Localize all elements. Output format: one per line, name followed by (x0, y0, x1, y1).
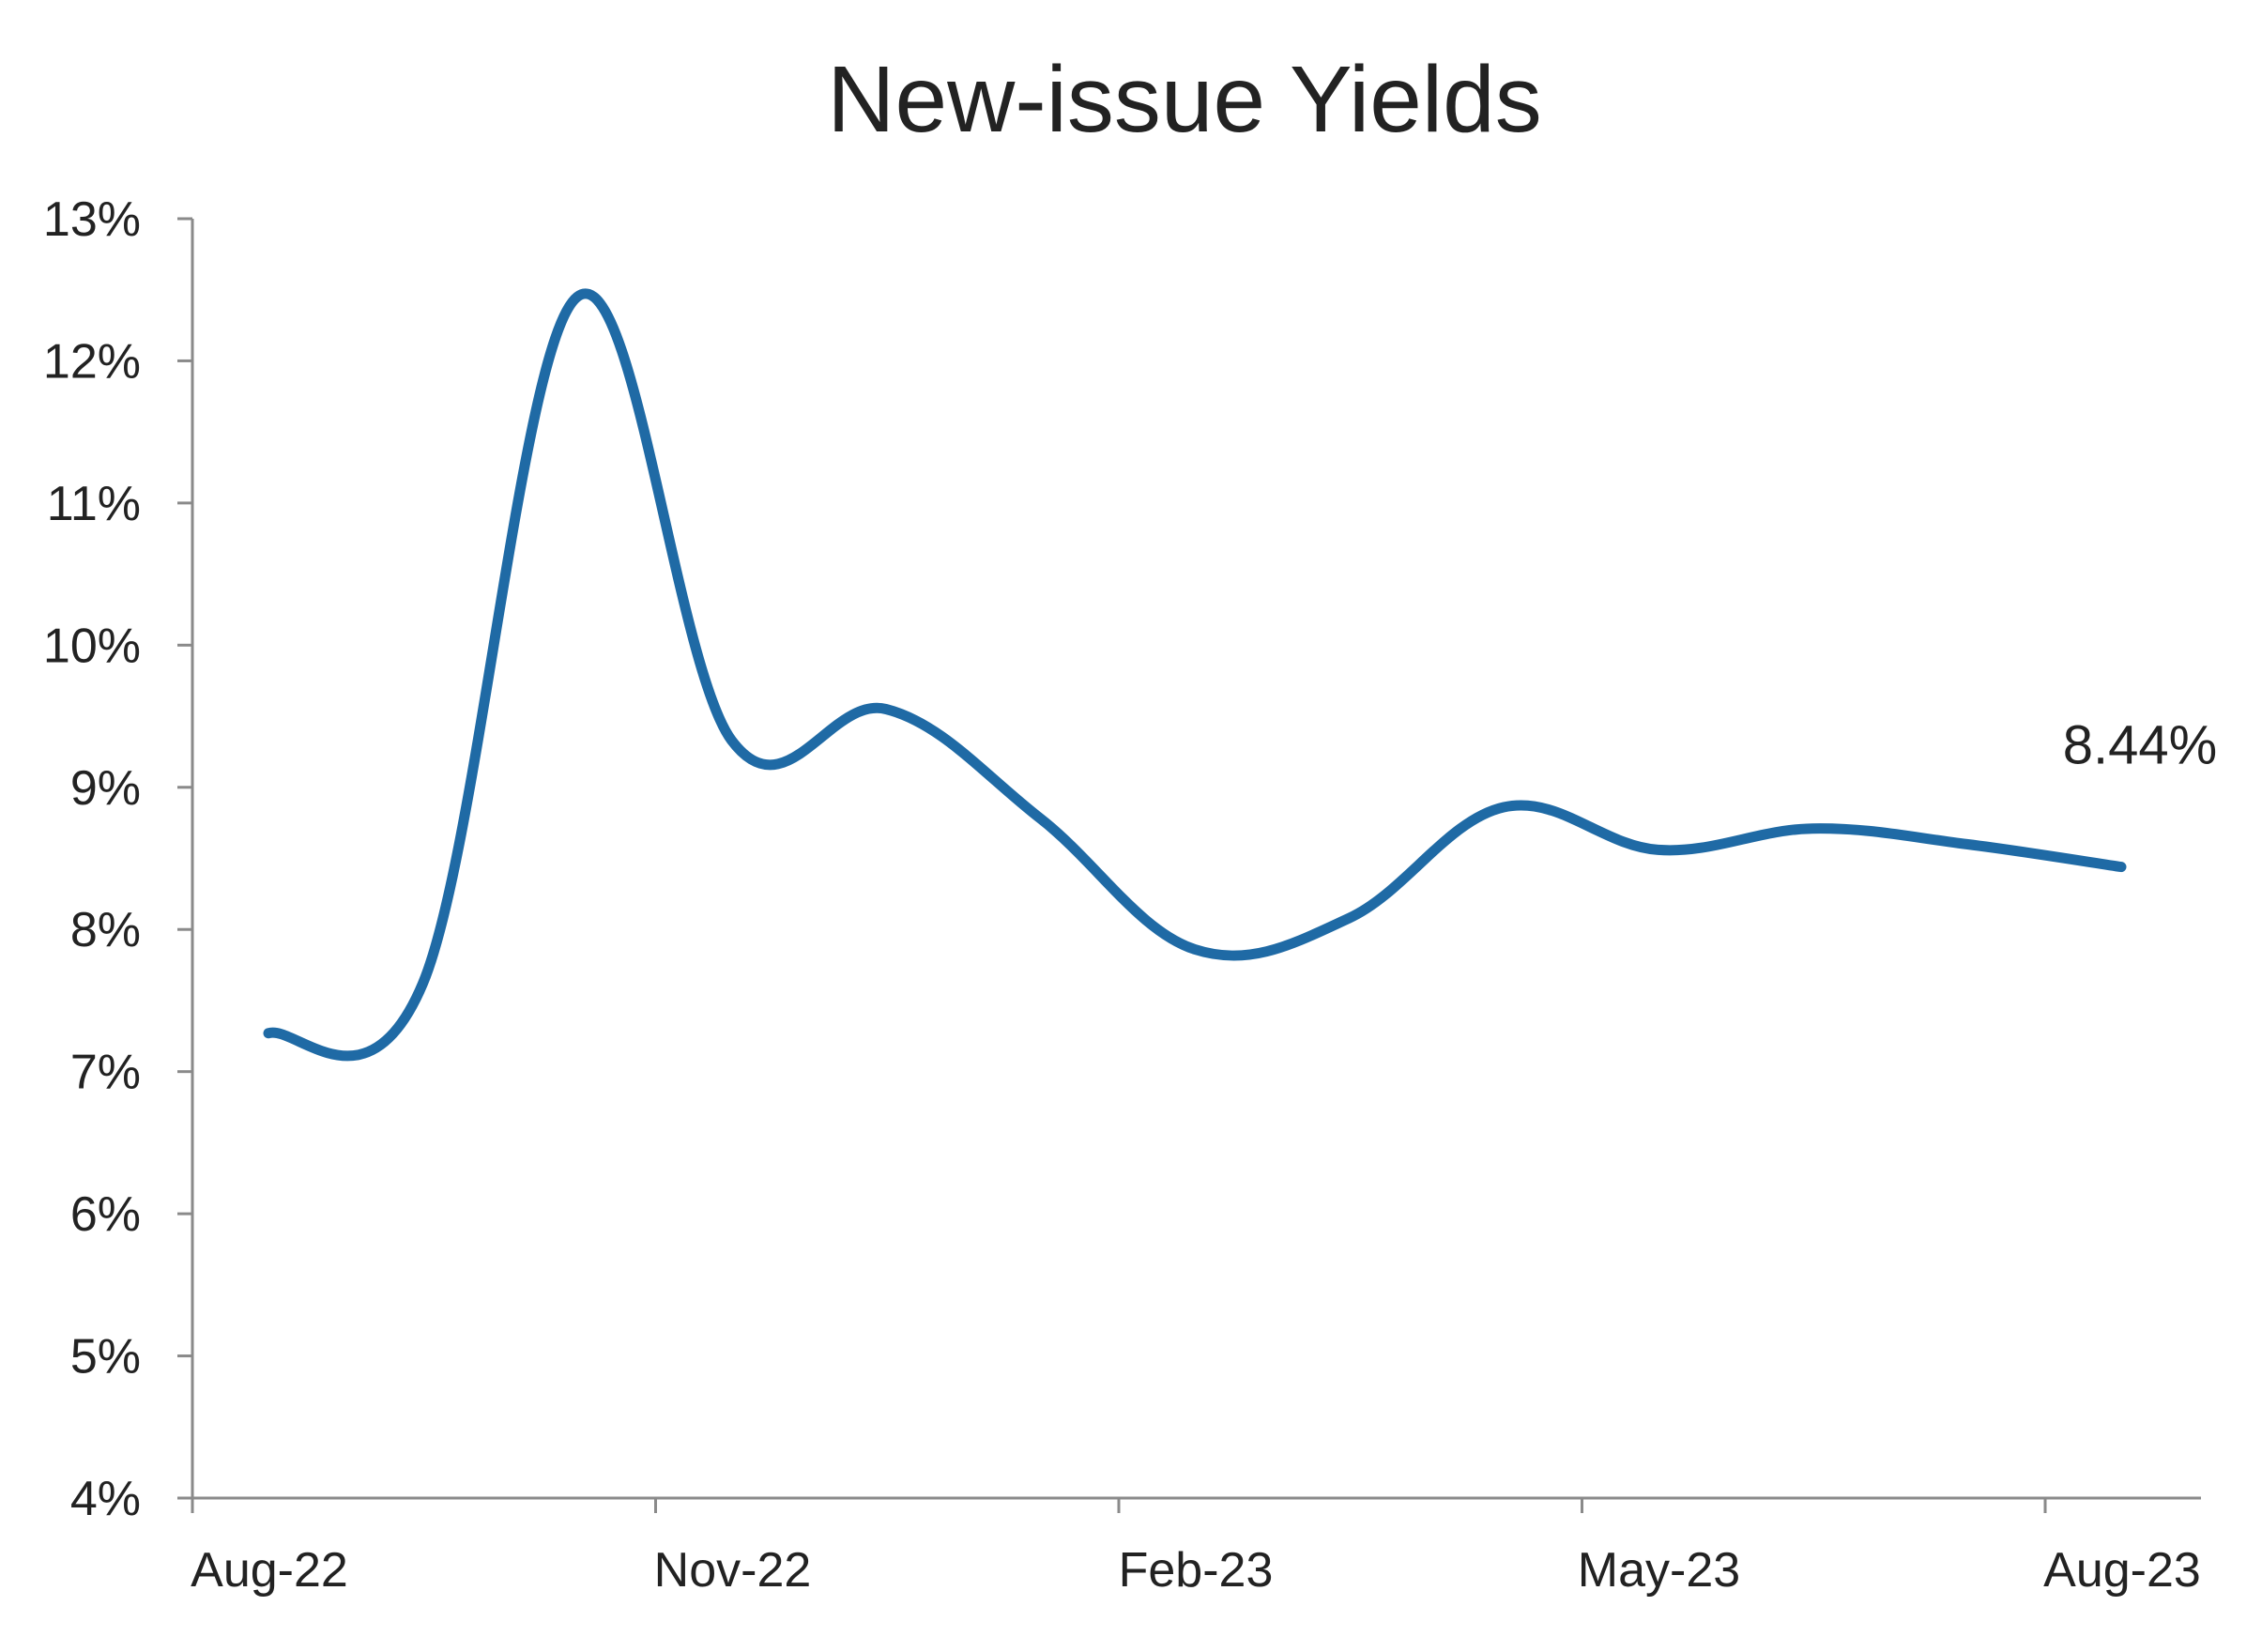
data-point (1349, 917, 1351, 919)
y-tick-label: 10% (43, 619, 141, 673)
data-point (2120, 866, 2122, 868)
y-tick-label: 13% (43, 192, 141, 247)
y-tick-label: 9% (70, 761, 141, 816)
y-tick-label: 4% (70, 1472, 141, 1526)
end-value-label: 8.44% (2063, 715, 2217, 776)
data-point (1811, 828, 1813, 830)
data-point (1194, 948, 1196, 950)
data-point (731, 740, 733, 742)
data-point (576, 296, 578, 298)
data-point (267, 1032, 269, 1034)
x-tick-label: Aug-23 (2043, 1543, 2201, 1598)
data-point (1503, 806, 1505, 808)
labels-layer: 8.44% (2063, 715, 2217, 776)
data-point (1658, 849, 1659, 850)
y-tick-label: 7% (70, 1046, 141, 1100)
y-tick-label: 8% (70, 903, 141, 957)
y-tick-label: 11% (47, 477, 141, 531)
series-line (263, 288, 2127, 1062)
y-tick-label: 5% (70, 1330, 141, 1384)
chart-title: New-issue Yields (827, 47, 1541, 152)
data-point (422, 983, 424, 985)
data-point (885, 708, 887, 710)
series-layer (263, 288, 2127, 1062)
x-tick-label: May-23 (1578, 1543, 1740, 1598)
x-tick-label: Aug-22 (191, 1543, 348, 1598)
x-tick-label: Nov-22 (654, 1543, 812, 1598)
axes: 4% 5% 6% 7% 8% 9% 10% 11% 12% 13% Aug-22 Nov-22 Feb-… (43, 192, 2201, 1598)
y-tick-label: 6% (70, 1187, 141, 1242)
x-tick-label: Feb-23 (1119, 1543, 1274, 1598)
data-point (1040, 818, 1042, 819)
y-tick-label: 12% (43, 334, 141, 389)
data-point (1966, 843, 1968, 845)
